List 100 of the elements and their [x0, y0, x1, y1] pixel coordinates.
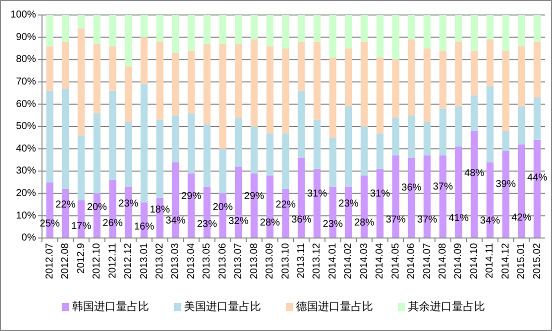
bar — [156, 15, 164, 42]
bar — [219, 148, 226, 194]
bar — [172, 52, 180, 116]
x-tick-label: 2014.02 — [343, 242, 354, 280]
data-label: 16% — [134, 221, 154, 232]
bar — [470, 50, 478, 96]
bar — [156, 42, 164, 120]
bar — [439, 50, 446, 109]
x-tick-label: 2015.01 — [516, 242, 528, 280]
y-tick-label: 60% — [16, 98, 36, 110]
bar — [219, 44, 226, 149]
x-tick-label: 2013.12 — [312, 242, 323, 280]
bar — [439, 15, 446, 51]
data-label: 31% — [370, 188, 390, 200]
data-label: 20% — [86, 202, 108, 214]
bar — [140, 15, 148, 38]
bar — [62, 42, 70, 89]
bar — [534, 15, 541, 42]
bar — [266, 15, 274, 46]
bar — [124, 15, 132, 66]
x-tick-label: 2014.12 — [500, 242, 512, 280]
bar — [234, 15, 242, 44]
x-tick-label: 2014.04 — [374, 242, 386, 280]
data-label: 37% — [386, 214, 406, 226]
y-tick-label: 30% — [16, 166, 36, 177]
bar — [455, 42, 462, 106]
bar — [392, 118, 400, 156]
bar — [298, 15, 305, 42]
data-label: 37% — [417, 214, 438, 226]
data-label: 36% — [401, 182, 422, 194]
x-tick-label: 2015.02 — [532, 242, 543, 280]
data-label: 31% — [307, 188, 328, 200]
bar — [62, 15, 70, 42]
bar — [78, 28, 85, 136]
bar — [376, 133, 384, 169]
bar — [203, 44, 211, 124]
bar — [156, 120, 164, 198]
x-tick-label: 2013.08 — [248, 242, 260, 280]
data-label: 41% — [448, 212, 469, 224]
bar — [392, 60, 400, 118]
legend-label: 韩国进口量占比 — [72, 300, 149, 313]
bar — [250, 40, 258, 126]
data-label: 22% — [276, 200, 296, 211]
bar — [298, 42, 305, 91]
x-tick-label: 2013.01 — [138, 242, 150, 280]
bar — [46, 46, 54, 91]
y-tick-label: 80% — [16, 54, 36, 66]
data-label: 42% — [511, 212, 532, 224]
bar — [314, 120, 321, 169]
bar — [140, 37, 148, 84]
data-label: 20% — [212, 202, 233, 214]
bar — [78, 15, 85, 28]
x-tick-label: 2012.07 — [44, 242, 56, 280]
bar — [486, 40, 494, 86]
bar — [470, 95, 478, 131]
bar — [534, 42, 541, 98]
y-tick-label: 90% — [16, 32, 36, 43]
bar — [344, 15, 352, 48]
bar — [172, 15, 180, 53]
bar — [360, 42, 368, 126]
bar — [360, 15, 368, 42]
y-tick-label: 100% — [10, 10, 36, 21]
bar — [282, 15, 290, 48]
bar — [408, 40, 415, 116]
x-tick-label: 2014.11 — [484, 242, 496, 278]
bar — [329, 15, 336, 58]
y-tick-label: 10% — [16, 210, 36, 222]
bar — [250, 126, 258, 174]
data-label: 26% — [102, 218, 123, 229]
bar — [408, 15, 415, 40]
bar — [470, 15, 478, 51]
bar — [188, 113, 195, 174]
bar — [502, 15, 510, 51]
bar — [266, 46, 274, 134]
data-label: 34% — [166, 215, 186, 226]
x-tick-label: 2013.02 — [154, 242, 166, 280]
bar — [124, 122, 132, 187]
bar — [424, 122, 431, 156]
bar — [140, 84, 148, 202]
data-label: 23% — [322, 218, 343, 230]
data-label: 23% — [118, 198, 139, 210]
data-label: 23% — [338, 198, 359, 210]
bar — [439, 108, 446, 156]
data-label: 28% — [354, 217, 374, 228]
bar — [282, 133, 290, 189]
bar — [124, 66, 132, 122]
x-tick-label: 2014.09 — [453, 242, 464, 280]
y-tick-label: 20% — [16, 188, 36, 200]
x-tick-label: 2014.07 — [422, 242, 433, 280]
bar — [424, 15, 431, 48]
bar — [455, 106, 462, 147]
legend-label: 其余进口量占比 — [408, 300, 485, 313]
y-tick-label: 0% — [22, 232, 36, 244]
x-tick-label: 2013.03 — [170, 242, 182, 280]
bar — [219, 15, 226, 44]
data-label: 25% — [40, 218, 60, 230]
bar — [78, 135, 85, 200]
bar — [314, 15, 321, 42]
x-tick-label: 2013.05 — [202, 242, 213, 280]
x-tick-label: 2014.10 — [468, 242, 480, 280]
